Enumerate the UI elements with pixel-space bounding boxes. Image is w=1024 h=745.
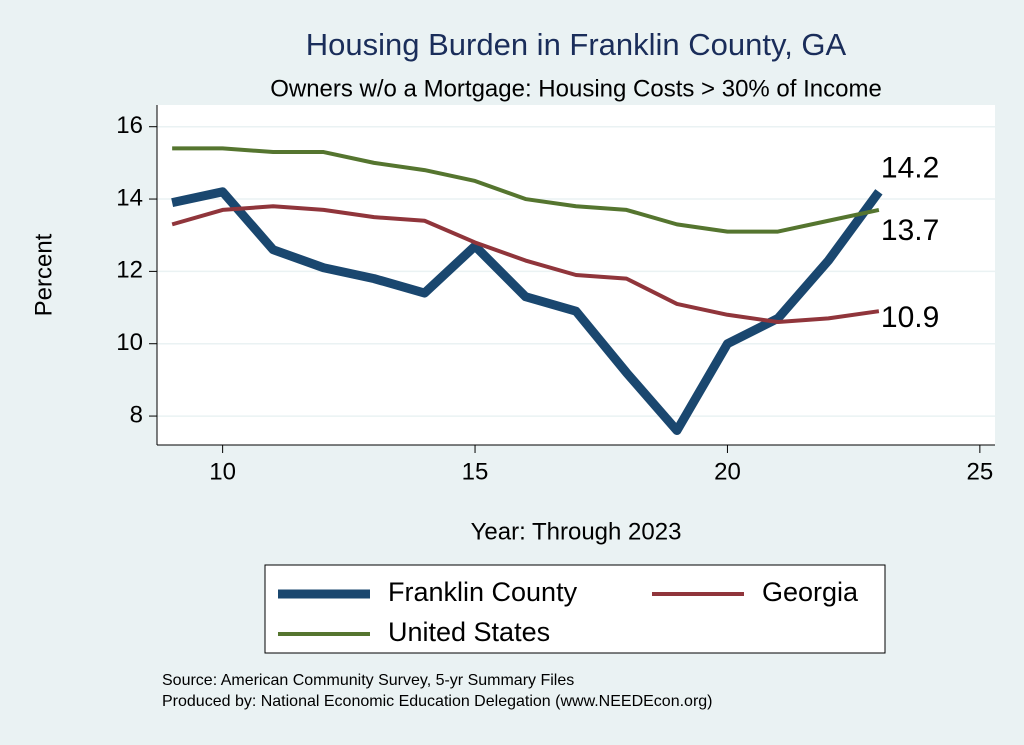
chart-title: Housing Burden in Franklin County, GA — [306, 27, 847, 62]
x-tick-label: 25 — [967, 458, 994, 485]
end-value-label: 14.2 — [881, 152, 939, 185]
y-tick-label: 10 — [116, 329, 143, 356]
x-tick-label: 10 — [209, 458, 236, 485]
x-tick-label: 20 — [714, 458, 741, 485]
y-tick-label: 12 — [116, 257, 143, 284]
chart-subtitle: Owners w/o a Mortgage: Housing Costs > 3… — [270, 75, 882, 102]
y-axis-label: Percent — [30, 233, 57, 316]
series-line — [171, 204, 880, 325]
series-line — [172, 146, 880, 234]
legend-label: Franklin County — [388, 577, 578, 607]
y-tick-label: 16 — [116, 112, 143, 139]
x-axis-label: Year: Through 2023 — [471, 518, 682, 545]
producer-note: Produced by: National Economic Education… — [162, 693, 713, 710]
legend — [264, 564, 886, 654]
y-tick-label: 8 — [130, 401, 143, 428]
end-value-label: 13.7 — [881, 214, 939, 247]
series-line — [171, 187, 883, 436]
x-tick-label: 15 — [462, 458, 489, 485]
legend-label: Georgia — [762, 577, 859, 607]
legend-label: United States — [388, 617, 550, 647]
end-value-label: 10.9 — [881, 301, 939, 334]
source-note: Source: American Community Survey, 5-yr … — [162, 672, 574, 689]
y-tick-label: 14 — [116, 184, 143, 211]
